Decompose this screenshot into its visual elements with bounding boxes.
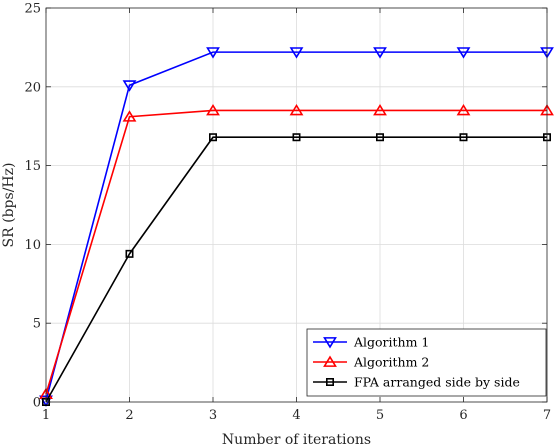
data-point: [373, 103, 387, 116]
legend-marker: [323, 355, 337, 367]
legend-label: Algorithm 2: [353, 355, 429, 370]
series-line: [45, 109, 547, 395]
data-point: [456, 47, 471, 59]
legend-label: Algorithm 1: [353, 335, 429, 350]
data-point: [375, 133, 384, 142]
data-point: [289, 103, 304, 116]
series-line: [45, 136, 547, 403]
data-point: [122, 80, 137, 92]
data-point: [459, 133, 468, 142]
x-tick-label: 7: [543, 408, 551, 423]
x-tick-label: 2: [125, 408, 133, 423]
y-tick-label: 15: [24, 159, 41, 174]
legend-item: FPA arranged side by side: [313, 375, 520, 390]
data-point: [206, 103, 220, 116]
y-tick-label: 5: [33, 317, 41, 332]
series-line: [45, 51, 547, 401]
y-tick-label: 0: [33, 396, 41, 411]
legend-marker: [323, 337, 337, 349]
legend-item: Algorithm 1: [313, 335, 429, 350]
legend: Algorithm 1 Algorithm 2 FPA arranged side …: [306, 328, 547, 397]
legend-item: Algorithm 2: [313, 355, 429, 370]
data-point: [125, 249, 134, 258]
data-point: [209, 133, 218, 142]
x-axis-title: Number of iterations: [222, 432, 371, 448]
data-point: [206, 47, 220, 59]
y-tick-label: 20: [24, 80, 41, 95]
x-tick-label: 5: [376, 408, 384, 423]
x-tick-label: 1: [42, 408, 50, 423]
data-point: [122, 110, 137, 122]
ticks: 1 2 3 4 5 6 7 0 5 10 15 20 25: [24, 2, 551, 424]
legend-marker: [325, 377, 334, 386]
x-tick-label: 3: [209, 408, 217, 423]
series-2: [39, 103, 554, 400]
data-point: [456, 103, 471, 116]
data-point: [292, 133, 301, 142]
x-tick-label: 4: [292, 408, 300, 423]
data-point: [373, 47, 387, 59]
y-tick-label: 10: [24, 238, 41, 253]
y-tick-label: 25: [24, 2, 41, 17]
x-tick-label: 6: [459, 408, 467, 423]
data-point: [289, 47, 304, 59]
legend-label: FPA arranged side by side: [354, 375, 520, 390]
y-axis-title: SR (bps/Hz): [1, 163, 17, 248]
